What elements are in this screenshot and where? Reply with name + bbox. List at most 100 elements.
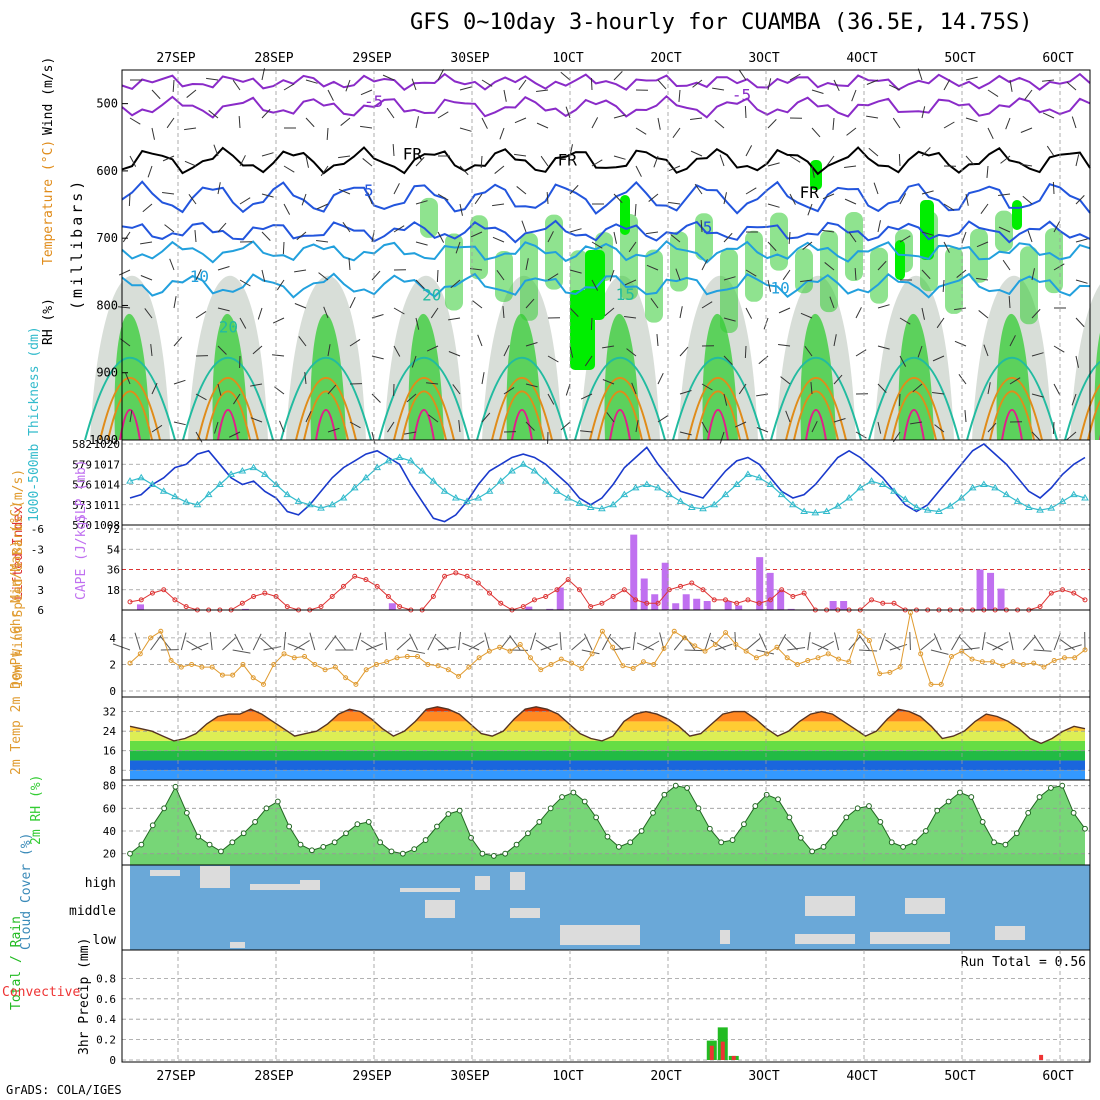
wind-barb <box>858 634 870 651</box>
temp-line <box>129 706 1086 745</box>
rh-marker <box>218 848 224 855</box>
thickness-marker <box>957 494 966 501</box>
rh-marker <box>263 805 270 812</box>
isotherm-label: 20 <box>219 317 238 336</box>
thickness-marker <box>193 500 202 508</box>
isotherm-label: -5 <box>732 85 751 104</box>
cloud-panel: high middle low Cloud Cover (%) <box>19 833 1091 951</box>
isotherm-line <box>981 376 1043 441</box>
rh-marker <box>741 821 747 828</box>
wind-speed-marker <box>250 675 256 681</box>
wind-barb <box>690 150 703 157</box>
wind-barb <box>213 144 219 157</box>
rh-marker <box>320 843 327 850</box>
lifted-index-marker <box>284 604 290 610</box>
rh-marker <box>831 830 838 837</box>
rh-marker <box>388 848 395 855</box>
wind-barb <box>756 427 769 433</box>
wind-barb <box>833 374 843 385</box>
wind-barb <box>547 231 554 243</box>
wind-barb <box>437 193 449 201</box>
wind-barb <box>679 346 689 357</box>
wind-barb <box>360 89 373 96</box>
wind-barb <box>565 383 571 396</box>
rh-shading <box>310 313 346 440</box>
thickness-marker <box>395 453 404 460</box>
wind-barb <box>800 312 813 319</box>
wind-barb <box>565 106 571 119</box>
wind-barb <box>675 268 681 281</box>
wind-barb <box>859 649 878 652</box>
wind-barb <box>877 304 890 309</box>
wind-speed-marker <box>271 661 277 667</box>
cloud-block <box>995 926 1025 940</box>
rh-shading <box>670 231 688 292</box>
wind-barb <box>239 197 251 205</box>
wind-barb <box>954 340 967 347</box>
wind-barb <box>628 241 637 253</box>
cloud-block <box>400 888 460 892</box>
lifted-index-marker <box>633 597 639 603</box>
wind-barb <box>569 345 574 358</box>
rh-marker <box>1036 794 1043 800</box>
wind-speed-marker <box>1061 655 1067 661</box>
wind-barb <box>294 303 307 309</box>
lifted-index-marker <box>442 573 448 579</box>
thickness-label: 1000-500mb Thickness (dm) <box>27 326 42 522</box>
slp-tick-label: 1008 <box>94 519 121 532</box>
wind-barb <box>679 431 692 436</box>
rh-shading <box>495 250 513 302</box>
wind-barb <box>672 127 681 139</box>
rh-marker <box>718 839 725 846</box>
rh-marker <box>365 819 372 825</box>
wind-barb <box>301 193 307 206</box>
wind-barb <box>653 155 659 168</box>
rh-marker <box>866 803 872 809</box>
cloud-block <box>805 896 855 916</box>
lifted-index-marker <box>610 594 616 599</box>
wind-barb <box>734 631 737 651</box>
lifted-index-marker <box>352 573 358 579</box>
wind-barb <box>195 311 207 319</box>
wind-barb <box>898 393 901 407</box>
rh-tick-label: 40 <box>103 825 116 838</box>
isotherm-label: 15 <box>616 285 635 304</box>
thickness-marker <box>328 500 337 508</box>
wind-speed-marker <box>486 648 492 654</box>
wind-barb <box>459 127 472 132</box>
wind-barb <box>415 116 419 129</box>
wind-barb <box>1053 632 1061 651</box>
wind-barb <box>932 392 945 395</box>
rh-marker <box>502 850 509 857</box>
wind-barb <box>468 640 485 651</box>
date-label-bottom: 2OCT <box>650 1069 681 1084</box>
wind-barb <box>632 632 636 651</box>
wind-speed-marker <box>466 664 472 670</box>
cloud-block <box>795 934 855 944</box>
isotherm-line <box>99 376 161 441</box>
cape-bar <box>136 604 144 610</box>
wind-barb <box>569 184 579 195</box>
rh-shading <box>770 212 788 271</box>
precip-total-label: Total / Rain <box>9 916 24 1010</box>
wind-speed-marker <box>866 638 872 644</box>
thickness-tick-label: 570 <box>72 519 92 532</box>
rh-marker <box>627 839 634 846</box>
rh-marker <box>172 783 179 790</box>
cape-bar <box>997 588 1005 610</box>
wind-tick-label: 0 <box>109 685 116 698</box>
wind-barb <box>1033 634 1045 651</box>
wind-barb <box>222 637 236 651</box>
wind-tick-label: 4 <box>109 632 116 645</box>
wind-barb <box>701 383 713 391</box>
wind-barb <box>217 182 221 195</box>
wind-barb <box>260 637 275 651</box>
wind-barb <box>560 71 571 81</box>
wind-barb <box>584 633 593 651</box>
wind-barb <box>866 79 879 85</box>
thickness-marker <box>519 460 528 467</box>
thickness-marker <box>654 483 662 491</box>
wind-barb <box>324 635 337 651</box>
legend-temperature: Temperature (°C) <box>41 140 56 265</box>
temp-tick-label: 32 <box>103 706 116 719</box>
